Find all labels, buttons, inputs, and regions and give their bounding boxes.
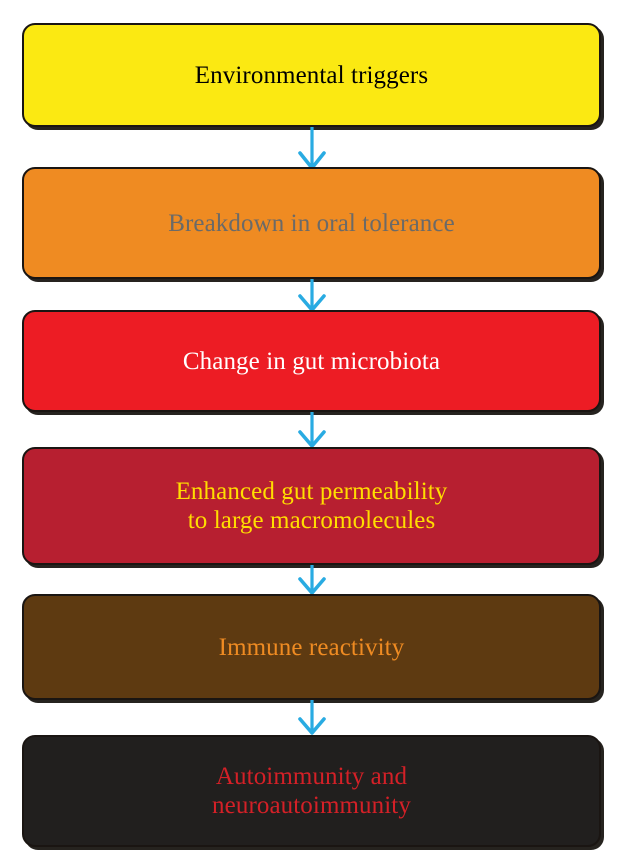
flow-node-immune-reactivity[interactable]: Immune reactivity <box>22 594 601 700</box>
flow-node-label: Autoimmunity and neuroautoimmunity <box>212 763 411 819</box>
flow-node-breakdown-oral-tolerance[interactable]: Breakdown in oral tolerance <box>22 167 601 279</box>
flow-node-autoimmunity-neuroautoimmunity[interactable]: Autoimmunity and neuroautoimmunity <box>22 735 601 847</box>
flow-node-change-gut-microbiota[interactable]: Change in gut microbiota <box>22 310 601 412</box>
flow-node-enhanced-gut-permeability[interactable]: Enhanced gut permeability to large macro… <box>22 447 601 565</box>
flow-node-label: Change in gut microbiota <box>182 347 441 375</box>
down-arrow-icon <box>298 127 326 170</box>
flow-arrow-triggers-to-tolerance <box>0 127 623 170</box>
flow-node-label: Immune reactivity <box>218 633 405 661</box>
flow-node-label: Breakdown in oral tolerance <box>168 209 455 237</box>
flow-node-environmental-triggers[interactable]: Environmental triggers <box>22 23 601 127</box>
flow-node-label: Enhanced gut permeability to large macro… <box>175 478 448 534</box>
flow-node-label: Environmental triggers <box>194 61 429 89</box>
